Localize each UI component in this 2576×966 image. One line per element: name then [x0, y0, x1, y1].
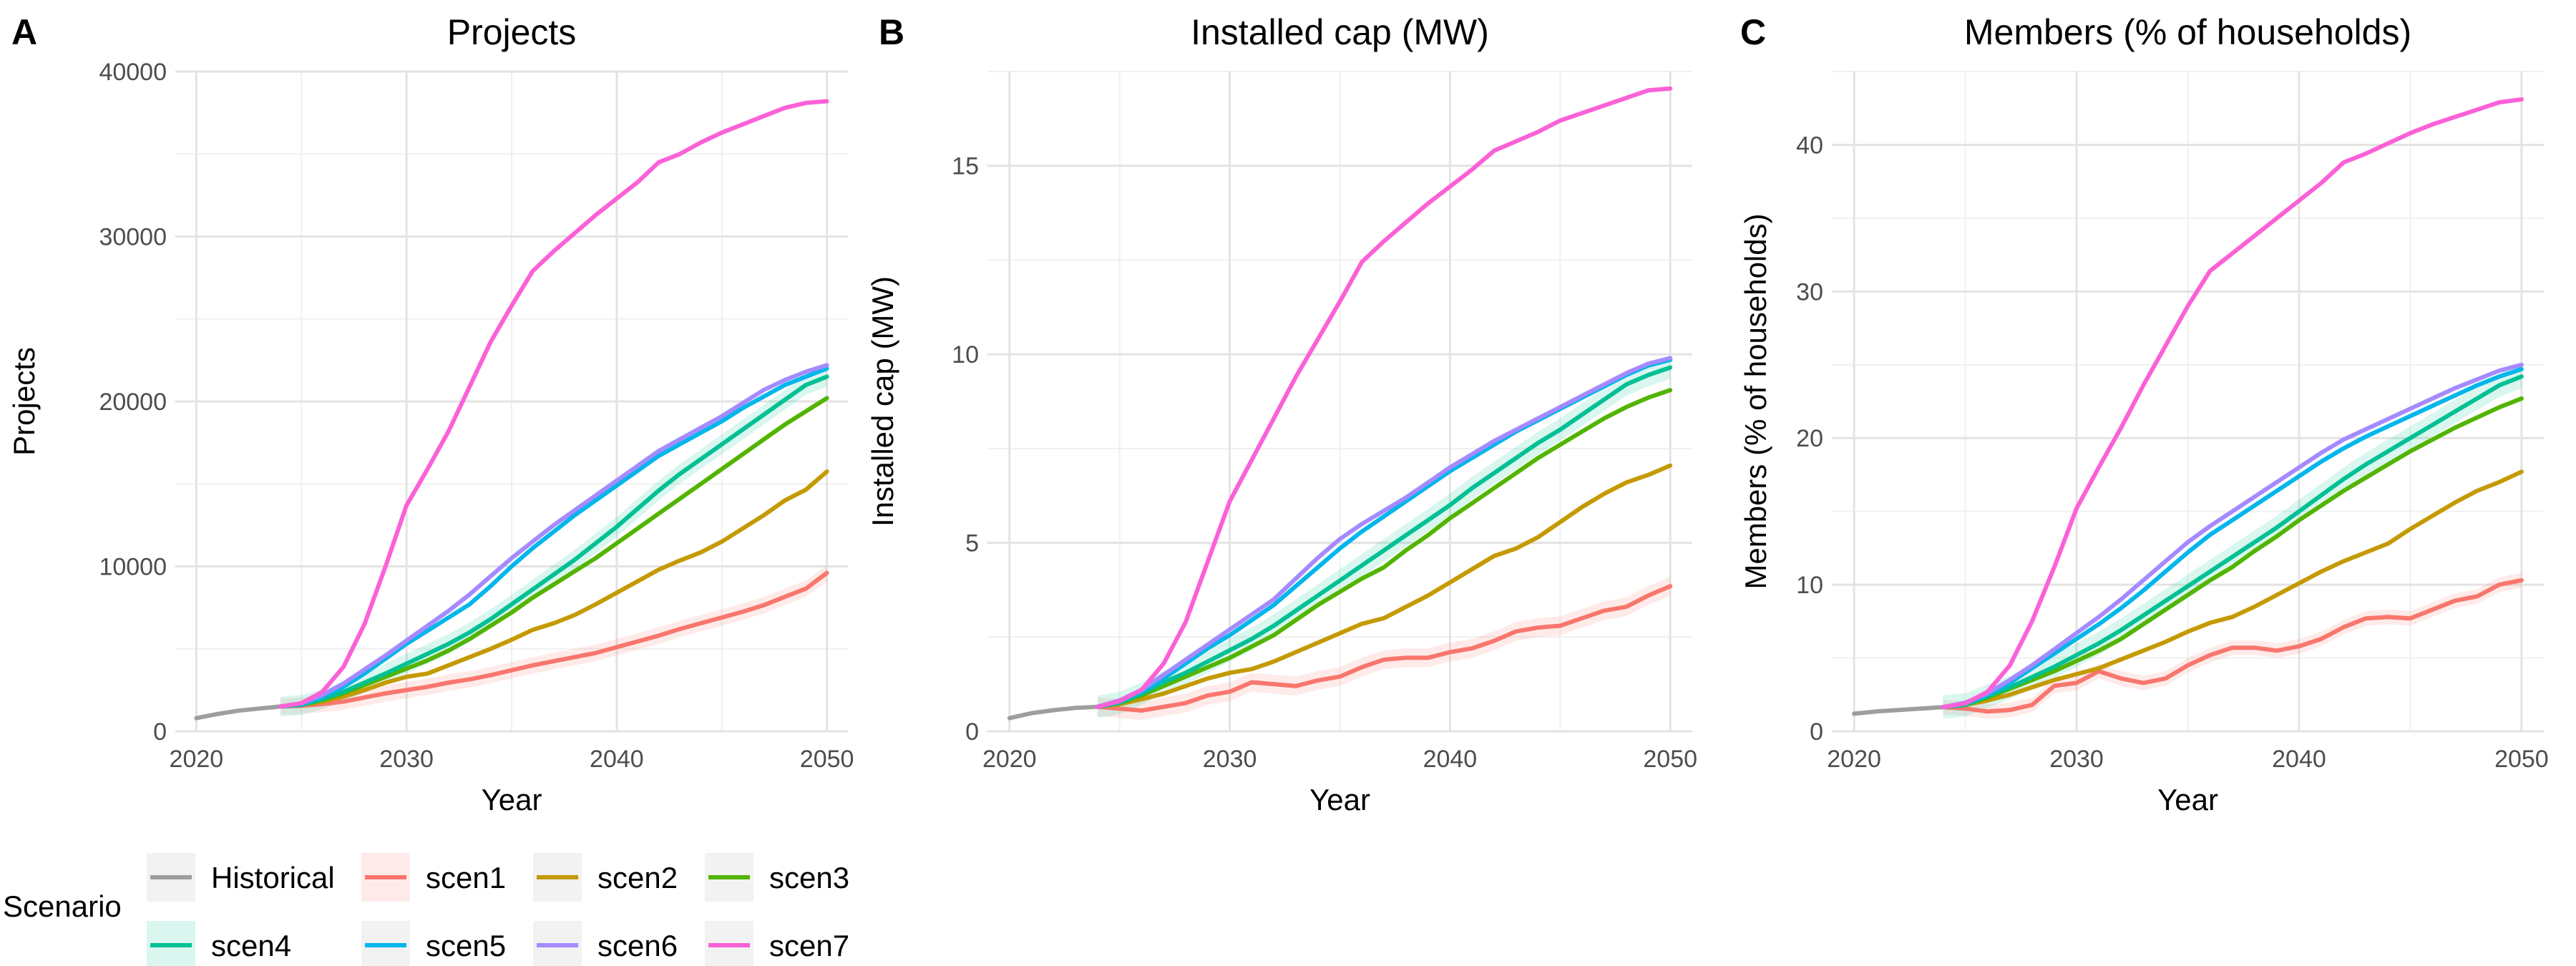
series-lines [1007, 86, 1673, 721]
panel-letter: A [11, 12, 37, 52]
y-tick-label: 40000 [99, 59, 167, 86]
legend-title: Scenario [3, 889, 122, 923]
series-line-scen1 [278, 570, 829, 709]
legend-label: Historical [211, 861, 335, 894]
series-line-scen2 [1941, 469, 2524, 710]
legend-item-scen4: scen4 [147, 921, 291, 966]
legend: Scenario Historical scen1 scen2 scen3 scen4 s… [3, 853, 849, 966]
series-line-scen7 [1941, 97, 2524, 710]
x-tick-label: 2050 [800, 746, 854, 773]
x-tick-label: 2040 [590, 746, 644, 773]
y-tick-label: 30 [1796, 278, 1823, 306]
y-tick-label: 0 [1810, 718, 1823, 746]
y-tick-label: 30000 [99, 224, 167, 251]
y-tick-label: 5 [965, 530, 979, 557]
ribbon-scen4 [1943, 364, 2522, 719]
legend-items: Historical scen1 scen2 scen3 scen4 scen5 scen6… [147, 853, 849, 966]
legend-item-scen1: scen1 [361, 853, 506, 902]
series-line-scen3 [1941, 396, 2524, 710]
legend-label: scen7 [769, 929, 849, 962]
legend-item-scen2: scen2 [533, 853, 678, 902]
series-lines [194, 99, 829, 721]
legend-item-scen5: scen5 [361, 921, 506, 966]
series-line-scen5 [1941, 366, 2524, 710]
y-tick-label: 40 [1796, 132, 1823, 159]
series-line-scen4 [278, 374, 829, 709]
x-tick-label: 2040 [1423, 746, 1478, 773]
panel-letter: C [1740, 12, 1766, 52]
series-line-scen1 [1941, 578, 2524, 714]
x-tick-label: 2020 [982, 746, 1037, 773]
panel-b: 2020 2030 2040 2050 0 5 10 15 B Installed cap (MW… [866, 12, 1697, 816]
x-tick-label: 2040 [2272, 746, 2326, 773]
series-lines [1852, 97, 2524, 716]
ribbon-scen1 [1097, 576, 1671, 721]
series-line-scen5 [278, 366, 829, 709]
y-axis-title: Installed cap (MW) [866, 276, 899, 527]
x-axis-title: Year [2157, 783, 2218, 816]
series-line-scen3 [1095, 388, 1673, 709]
legend-label: scen1 [426, 861, 506, 894]
panel-title: Members (% of households) [1964, 12, 2411, 52]
x-tick-label: 2030 [2049, 746, 2104, 773]
y-tick-label: 20000 [99, 389, 167, 416]
legend-item-historical: Historical [147, 853, 335, 902]
x-tick-label: 2020 [1827, 746, 1881, 773]
legend-label: scen3 [769, 861, 849, 894]
panel-letter: B [879, 12, 904, 52]
series-line-scen1 [1095, 584, 1673, 713]
legend-label: scen4 [211, 929, 291, 962]
panel-title: Projects [447, 12, 577, 52]
legend-label: scen5 [426, 929, 506, 962]
y-tick-label: 20 [1796, 425, 1823, 452]
series-line-scen6 [1095, 356, 1673, 709]
x-tick-label: 2030 [1203, 746, 1257, 773]
series-line-historical [1007, 704, 1100, 721]
y-axis-title: Projects [7, 347, 41, 456]
series-line-scen4 [1095, 365, 1673, 709]
ribbon-scen4 [1097, 356, 1671, 718]
legend-item-scen3: scen3 [705, 853, 849, 902]
series-line-historical [194, 704, 283, 721]
ribbons [280, 366, 827, 717]
y-tick-label: 10 [952, 341, 979, 369]
x-tick-label: 2020 [170, 746, 224, 773]
series-line-scen7 [1095, 86, 1673, 709]
legend-label: scen6 [597, 929, 678, 962]
legend-label: scen2 [597, 861, 678, 894]
legend-item-scen7: scen7 [705, 921, 849, 966]
series-line-scen3 [278, 396, 829, 709]
panel-a: 2020 2030 2040 2050 0 10000 20000 30000 40000 A Pr… [7, 12, 854, 816]
series-line-scen7 [278, 99, 829, 709]
x-tick-label: 2050 [1643, 746, 1697, 773]
y-tick-label: 10000 [99, 554, 167, 581]
grid [1832, 71, 2544, 733]
legend-item-scen6: scen6 [533, 921, 678, 966]
series-line-scen6 [278, 363, 829, 709]
ribbons [1097, 356, 1671, 721]
x-axis-title: Year [1309, 783, 1370, 816]
y-axis-title: Members (% of households) [1739, 213, 1772, 589]
panel-title: Installed cap (MW) [1191, 12, 1489, 52]
x-axis-title: Year [482, 783, 542, 816]
y-tick-label: 0 [965, 718, 979, 746]
x-tick-label: 2030 [379, 746, 434, 773]
y-tick-label: 0 [153, 718, 167, 746]
y-tick-label: 15 [952, 153, 979, 180]
series-line-historical [1852, 705, 1946, 716]
ribbon-scen4 [280, 366, 827, 717]
series-line-scen6 [1941, 362, 2524, 710]
series-line-scen2 [278, 469, 829, 709]
series-line-scen4 [1941, 374, 2524, 710]
y-tick-label: 10 [1796, 572, 1823, 599]
grid [987, 71, 1692, 733]
x-tick-label: 2050 [2494, 746, 2549, 773]
series-line-scen2 [1095, 463, 1673, 709]
